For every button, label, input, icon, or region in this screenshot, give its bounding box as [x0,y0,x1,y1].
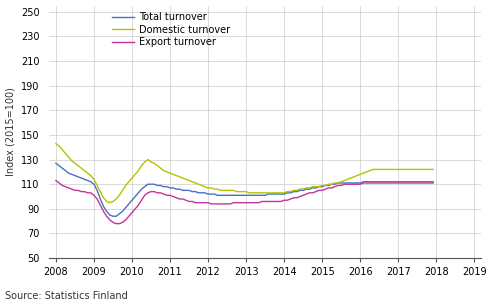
Export turnover [354,182,360,186]
Export turnover [136,203,141,207]
Domestic turnover [107,201,113,205]
Export turnover [113,222,119,226]
Domestic turnover [421,168,426,171]
Line: Domestic turnover: Domestic turnover [56,143,433,203]
Export turnover [430,181,436,185]
Domestic turnover [265,191,271,195]
Export turnover [158,191,164,195]
Domestic turnover [158,166,164,170]
Total turnover [421,180,426,184]
Total turnover [136,191,141,195]
Total turnover [158,184,164,187]
Line: Total turnover: Total turnover [56,163,433,216]
Total turnover [354,181,360,185]
Export turnover [421,181,426,185]
Domestic turnover [430,168,436,171]
Export turnover [265,200,271,203]
Total turnover [53,161,59,165]
Domestic turnover [53,142,59,145]
Total turnover [265,192,271,196]
Export turnover [53,179,59,182]
Legend: Total turnover, Domestic turnover, Export turnover: Total turnover, Domestic turnover, Expor… [110,10,232,49]
Export turnover [316,188,322,192]
Total turnover [110,214,116,218]
Total turnover [316,185,322,188]
Y-axis label: Index (2015=100): Index (2015=100) [5,88,16,176]
Total turnover [430,180,436,184]
Domestic turnover [354,174,360,178]
Domestic turnover [316,185,322,188]
Text: Source: Statistics Finland: Source: Statistics Finland [5,291,128,301]
Domestic turnover [136,169,141,172]
Line: Export turnover: Export turnover [56,181,433,224]
